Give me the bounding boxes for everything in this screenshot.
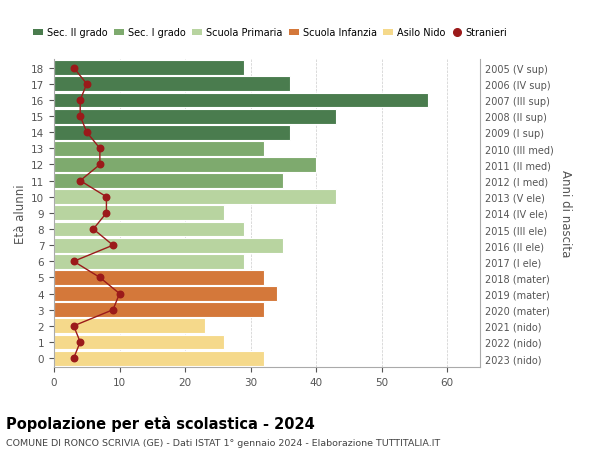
Text: COMUNE DI RONCO SCRIVIA (GE) - Dati ISTAT 1° gennaio 2024 - Elaborazione TUTTITA: COMUNE DI RONCO SCRIVIA (GE) - Dati ISTA… [6, 438, 440, 448]
Bar [54, 77, 290, 92]
Bar [54, 238, 283, 253]
Point [95, 162, 104, 169]
Bar [54, 319, 205, 334]
Point [101, 210, 111, 217]
Point [69, 355, 79, 362]
Point [69, 65, 79, 72]
Point [69, 258, 79, 265]
Bar [54, 158, 316, 173]
Point [76, 339, 85, 346]
Point [101, 194, 111, 201]
Point [82, 129, 92, 137]
Point [95, 146, 104, 153]
Bar [54, 142, 264, 157]
Bar [54, 190, 336, 205]
Point [76, 113, 85, 121]
Bar [54, 302, 264, 318]
Bar [54, 109, 336, 124]
Y-axis label: Età alunni: Età alunni [14, 184, 27, 243]
Point [95, 274, 104, 281]
Text: Popolazione per età scolastica - 2024: Popolazione per età scolastica - 2024 [6, 415, 315, 431]
Bar [54, 125, 290, 140]
Point [76, 178, 85, 185]
Bar [54, 93, 428, 108]
Bar [54, 270, 264, 285]
Point [115, 290, 124, 297]
Bar [54, 61, 244, 76]
Bar [54, 254, 244, 269]
Bar [54, 206, 224, 221]
Legend: Sec. II grado, Sec. I grado, Scuola Primaria, Scuola Infanzia, Asilo Nido, Stran: Sec. II grado, Sec. I grado, Scuola Prim… [29, 24, 511, 42]
Bar [54, 222, 244, 237]
Point [108, 306, 118, 313]
Point [76, 97, 85, 104]
Y-axis label: Anni di nascita: Anni di nascita [559, 170, 572, 257]
Bar [54, 335, 224, 350]
Point [69, 323, 79, 330]
Point [89, 226, 98, 233]
Point [82, 81, 92, 88]
Bar [54, 351, 264, 366]
Bar [54, 174, 283, 189]
Bar [54, 286, 277, 302]
Point [108, 242, 118, 249]
